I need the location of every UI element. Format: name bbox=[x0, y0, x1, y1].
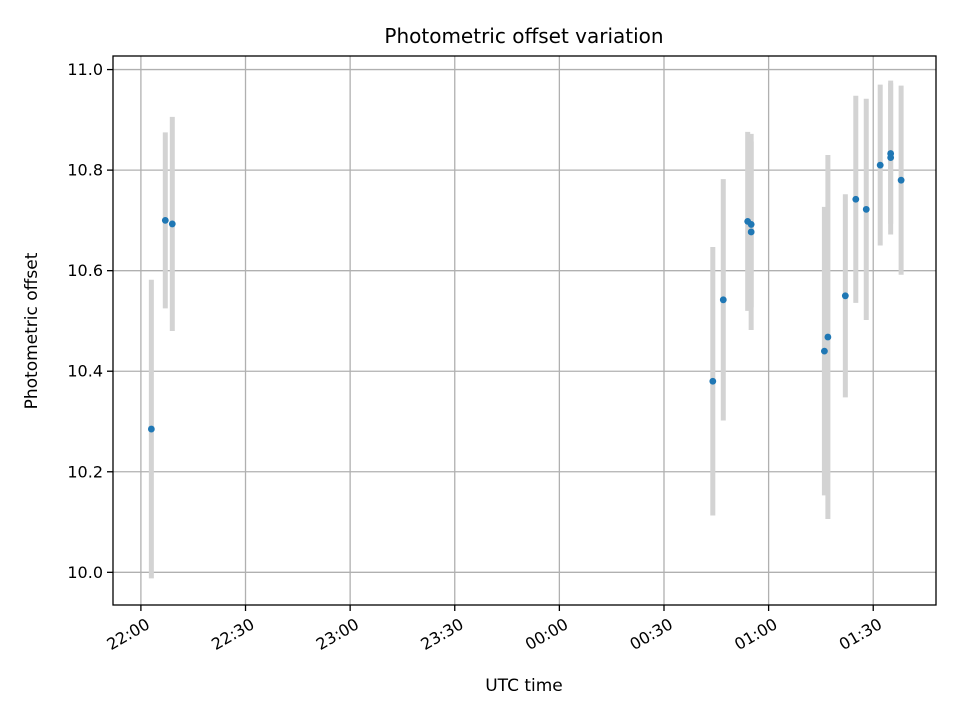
data-point bbox=[841, 292, 849, 300]
data-point bbox=[897, 176, 905, 184]
chart-title: Photometric offset variation bbox=[384, 24, 663, 48]
data-point bbox=[862, 205, 870, 213]
data-point bbox=[824, 333, 832, 341]
x-tick-label: 23:00 bbox=[313, 614, 362, 654]
data-points bbox=[147, 150, 905, 433]
data-point bbox=[747, 228, 755, 236]
data-point bbox=[709, 377, 717, 385]
error-bars bbox=[148, 80, 904, 579]
x-axis-title: UTC time bbox=[485, 676, 563, 696]
data-point bbox=[161, 216, 169, 224]
data-point bbox=[887, 154, 895, 161]
y-tick-label: 10.6 bbox=[67, 261, 103, 280]
x-tick-label: 00:30 bbox=[627, 614, 676, 654]
data-point bbox=[876, 161, 884, 169]
y-tick-label: 10.0 bbox=[67, 563, 103, 582]
data-point bbox=[147, 425, 155, 433]
y-tick-label: 11.0 bbox=[67, 60, 103, 79]
y-tick-label: 10.2 bbox=[67, 462, 103, 481]
y-axis-title: Photometric offset bbox=[22, 252, 42, 409]
x-tick-label: 01:30 bbox=[836, 614, 885, 654]
x-tick-label: 22:00 bbox=[103, 614, 152, 654]
grid-lines bbox=[113, 56, 936, 605]
data-point bbox=[852, 195, 860, 203]
y-tick-label: 10.8 bbox=[67, 161, 103, 180]
y-axis: 10.0 10.2 10.4 10.6 10.8 11.0 bbox=[67, 60, 113, 582]
y-tick-label: 10.4 bbox=[67, 362, 103, 381]
x-axis: 22:00 22:30 23:00 23:30 00:00 00:30 01:00 01:30 bbox=[103, 605, 885, 654]
data-point bbox=[719, 296, 727, 304]
x-tick-label: 22:30 bbox=[208, 614, 257, 654]
plot-frame bbox=[112, 55, 937, 606]
data-point bbox=[168, 220, 176, 228]
x-tick-label: 00:00 bbox=[522, 614, 571, 654]
data-point bbox=[821, 347, 828, 355]
x-tick-label: 01:00 bbox=[731, 614, 780, 654]
data-point bbox=[747, 221, 755, 228]
x-tick-label: 23:30 bbox=[417, 614, 466, 654]
